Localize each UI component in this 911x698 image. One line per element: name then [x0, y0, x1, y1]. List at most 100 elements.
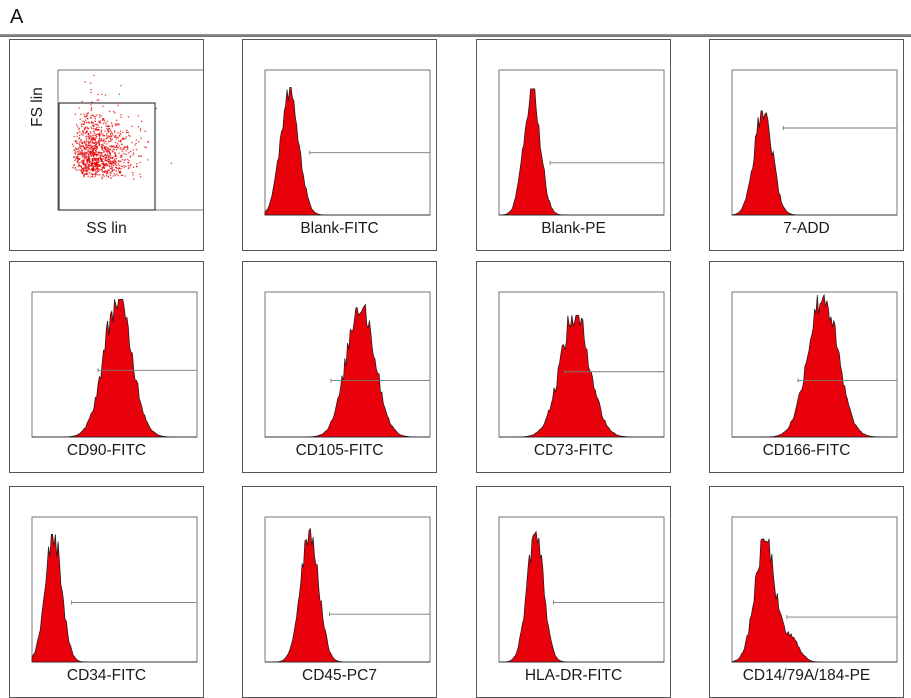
- scatter-point: [106, 120, 109, 123]
- scatter-point: [110, 168, 113, 170]
- scatter-point: [104, 159, 106, 162]
- scatter-point: [135, 142, 137, 145]
- scatter-point: [96, 114, 98, 116]
- scatter-point: [95, 137, 97, 139]
- scatter-point: [106, 137, 108, 139]
- scatter-point: [79, 153, 81, 155]
- histogram-plot: [31, 291, 198, 438]
- scatter-point: [114, 146, 116, 149]
- scatter-point: [109, 148, 112, 151]
- scatter-point: [78, 149, 80, 151]
- scatter-point: [88, 168, 91, 170]
- scatter-point: [115, 157, 118, 160]
- scatter-point: [96, 126, 98, 129]
- scatter-point: [131, 125, 133, 128]
- scatter-point: [139, 155, 142, 158]
- histogram-plot: [264, 69, 431, 216]
- scatter-point: [76, 125, 79, 128]
- histogram-label: CD90-FITC: [66, 442, 147, 459]
- scatter-point: [95, 160, 98, 163]
- scatter-point: [102, 135, 104, 137]
- scatter-point: [97, 174, 99, 176]
- scatter-point: [81, 100, 83, 103]
- scatter-point: [121, 150, 124, 152]
- scatter-point: [109, 157, 111, 160]
- scatter-point: [100, 147, 103, 150]
- scatter-point: [95, 140, 97, 143]
- histogram-panel: CD73-FITC: [476, 261, 671, 473]
- scatter-point: [76, 151, 79, 153]
- scatter-point: [96, 133, 99, 136]
- scatter-point: [109, 140, 112, 142]
- scatter-point: [118, 152, 120, 155]
- scatter-point: [87, 175, 89, 177]
- scatter-point: [91, 161, 94, 164]
- scatter-point: [134, 144, 136, 146]
- scatter-point: [92, 168, 95, 170]
- scatter-point: [120, 113, 122, 116]
- scatter-point: [113, 112, 116, 114]
- scatter-point: [85, 102, 88, 104]
- scatter-point: [107, 155, 109, 157]
- scatter-point: [97, 164, 100, 166]
- scatter-point: [81, 156, 84, 158]
- scatter-point: [96, 155, 98, 157]
- scatter-point: [94, 120, 96, 123]
- x-axis-label: SS lin: [86, 220, 127, 237]
- scatter-point: [123, 164, 125, 167]
- scatter-point: [118, 93, 121, 95]
- scatter-point: [75, 123, 78, 126]
- scatter-point: [98, 98, 100, 101]
- scatter-point: [80, 113, 82, 115]
- scatter-point: [129, 135, 131, 137]
- scatter-point: [117, 136, 119, 139]
- scatter-point: [118, 171, 121, 173]
- scatter-point: [76, 161, 78, 163]
- scatter-point: [92, 137, 95, 140]
- histogram-fill: [32, 298, 197, 438]
- scatter-point: [98, 137, 101, 139]
- scatter-point: [93, 147, 95, 149]
- scatter-panel: FS lin SS lin: [9, 39, 204, 251]
- scatter-point: [83, 147, 86, 149]
- scatter-point: [128, 159, 130, 162]
- scatter-point: [103, 170, 105, 173]
- scatter-point: [90, 103, 92, 106]
- scatter-point: [107, 135, 109, 137]
- scatter-point: [105, 123, 107, 125]
- scatter-point: [74, 167, 76, 170]
- scatter-point: [89, 152, 92, 155]
- scatter-point: [108, 162, 110, 165]
- scatter-point: [74, 153, 77, 155]
- scatter-point: [81, 142, 84, 145]
- scatter-point: [103, 146, 106, 148]
- scatter-point: [92, 159, 94, 161]
- histogram-panel: CD14/79A/184-PE: [709, 486, 904, 698]
- scatter-point: [120, 116, 122, 118]
- scatter-point: [104, 170, 107, 172]
- scatter-point: [98, 126, 100, 129]
- scatter-point: [116, 146, 119, 149]
- scatter-point: [79, 161, 81, 164]
- scatter-point: [81, 172, 84, 175]
- scatter-point: [114, 163, 117, 166]
- scatter-point: [105, 140, 107, 142]
- scatter-point: [86, 141, 88, 143]
- scatter-point: [118, 145, 120, 147]
- histogram-label: CD73-FITC: [533, 442, 614, 459]
- scatter-frame: [57, 69, 203, 211]
- scatter-point: [117, 170, 120, 172]
- scatter-point: [100, 146, 103, 148]
- scatter-point: [100, 131, 103, 134]
- scatter-point: [90, 173, 92, 175]
- scatter-point: [99, 140, 102, 143]
- scatter-point: [102, 105, 104, 108]
- scatter-point: [91, 149, 94, 152]
- scatter-point: [114, 153, 117, 156]
- scatter-point: [85, 136, 87, 138]
- scatter-point: [78, 128, 80, 131]
- scatter-point: [121, 165, 124, 168]
- histogram-fill: [265, 303, 430, 438]
- scatter-point: [101, 167, 104, 169]
- scatter-point: [170, 162, 173, 165]
